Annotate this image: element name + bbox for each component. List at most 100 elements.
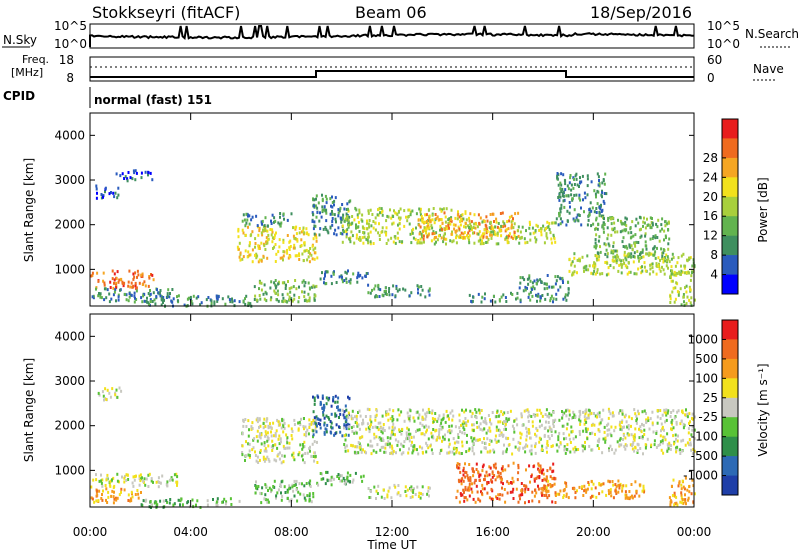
- power-cell: [297, 300, 300, 304]
- power-cell: [486, 240, 489, 244]
- velocity-cell: [286, 436, 289, 440]
- velocity-cell: [150, 479, 153, 483]
- power-cell: [299, 244, 302, 248]
- velocity-cell: [591, 431, 594, 435]
- power-cell: [333, 203, 335, 207]
- velocity-cell: [248, 428, 250, 432]
- power-cell: [559, 277, 562, 281]
- velocity-cell: [568, 433, 571, 437]
- power-cell: [620, 265, 623, 269]
- power-cell: [325, 228, 328, 231]
- power-cell: [396, 289, 399, 293]
- power-cell: [384, 230, 387, 234]
- power-cell: [242, 299, 245, 303]
- velocity-cell: [632, 440, 635, 444]
- power-cell: [629, 227, 632, 231]
- velocity-cell: [520, 414, 523, 418]
- power-cell: [481, 232, 484, 236]
- velocity-cell: [401, 427, 404, 431]
- power-cell: [675, 273, 678, 277]
- power-cell: [555, 292, 558, 296]
- power-cell: [337, 226, 340, 230]
- velocity-cell: [242, 424, 245, 428]
- velocity-cell: [353, 450, 356, 454]
- power-cell: [321, 197, 324, 201]
- velocity-cell: [612, 496, 615, 500]
- power-cell: [379, 288, 382, 292]
- velocity-cell: [686, 415, 689, 419]
- velocity-cell: [292, 451, 295, 455]
- velocity-cell: [572, 416, 575, 419]
- power-cell: [418, 207, 421, 211]
- velocity-cell: [384, 446, 387, 450]
- power-cell: [533, 279, 536, 283]
- power-cell: [298, 227, 301, 230]
- velocity-cell: [534, 442, 537, 446]
- power-cell: [669, 274, 672, 278]
- velocity-cell: [660, 429, 662, 433]
- power-cell: [312, 248, 315, 252]
- velocity-cell: [391, 425, 394, 429]
- power-cell: [322, 227, 325, 231]
- power-cell: [420, 285, 423, 288]
- velocity-cell: [316, 417, 319, 421]
- power-cell: [371, 213, 374, 216]
- velocity-cell: [489, 429, 492, 433]
- velocity-cell: [258, 458, 261, 462]
- velocity-cell: [573, 413, 576, 417]
- velocity-cell: [549, 475, 552, 479]
- velocity-cell: [144, 483, 147, 487]
- power-cell: [251, 230, 254, 234]
- velocity-cell: [397, 491, 400, 495]
- velocity-cell: [625, 444, 628, 448]
- velocity-cell: [558, 431, 561, 435]
- power-cell: [140, 176, 143, 180]
- velocity-cell: [448, 450, 451, 454]
- power-cell: [514, 212, 517, 216]
- velocity-cell: [598, 447, 600, 450]
- velocity-cell: [587, 413, 590, 417]
- velocity-cell: [497, 420, 500, 424]
- power-cell: [576, 183, 579, 187]
- velocity-cell: [453, 446, 456, 450]
- velocity-cell: [383, 429, 386, 432]
- power-cell: [257, 233, 260, 237]
- velocity-cell: [310, 422, 313, 426]
- velocity-cell: [406, 437, 409, 441]
- velocity-cell: [316, 440, 318, 444]
- power-cell: [334, 217, 337, 221]
- power-cell: [644, 269, 647, 273]
- velocity-cell: [475, 484, 478, 488]
- velocity-cell: [129, 497, 132, 501]
- velocity-cell: [617, 490, 620, 494]
- power-cell: [321, 205, 324, 209]
- power-cell: [337, 208, 340, 212]
- power-cell: [587, 218, 590, 222]
- velocity-cell: [347, 411, 350, 415]
- power-cell: [108, 300, 111, 304]
- velocity-cell: [506, 419, 508, 423]
- velocity-cell: [257, 461, 260, 464]
- power-cell: [635, 217, 638, 221]
- velocity-colorbar-tick-label: -100: [691, 430, 718, 444]
- velocity-cell: [624, 490, 627, 494]
- power-cell: [632, 260, 635, 264]
- velocity-cell: [379, 448, 382, 452]
- power-cell: [506, 220, 509, 224]
- power-cell: [618, 263, 621, 267]
- velocity-cell: [590, 487, 593, 491]
- velocity-cell: [498, 429, 501, 433]
- power-cell: [148, 303, 151, 306]
- velocity-cell: [266, 431, 269, 435]
- power-cell: [586, 184, 589, 188]
- power-colorbar-swatch: [722, 119, 738, 139]
- power-cell: [531, 281, 534, 285]
- power-cell: [343, 207, 346, 211]
- power-cell: [655, 262, 658, 266]
- velocity-cell: [444, 433, 446, 437]
- velocity-cell: [315, 418, 317, 422]
- velocity-cell: [554, 491, 557, 495]
- velocity-cell: [543, 477, 546, 481]
- power-cell: [414, 237, 417, 241]
- power-cell: [559, 222, 562, 226]
